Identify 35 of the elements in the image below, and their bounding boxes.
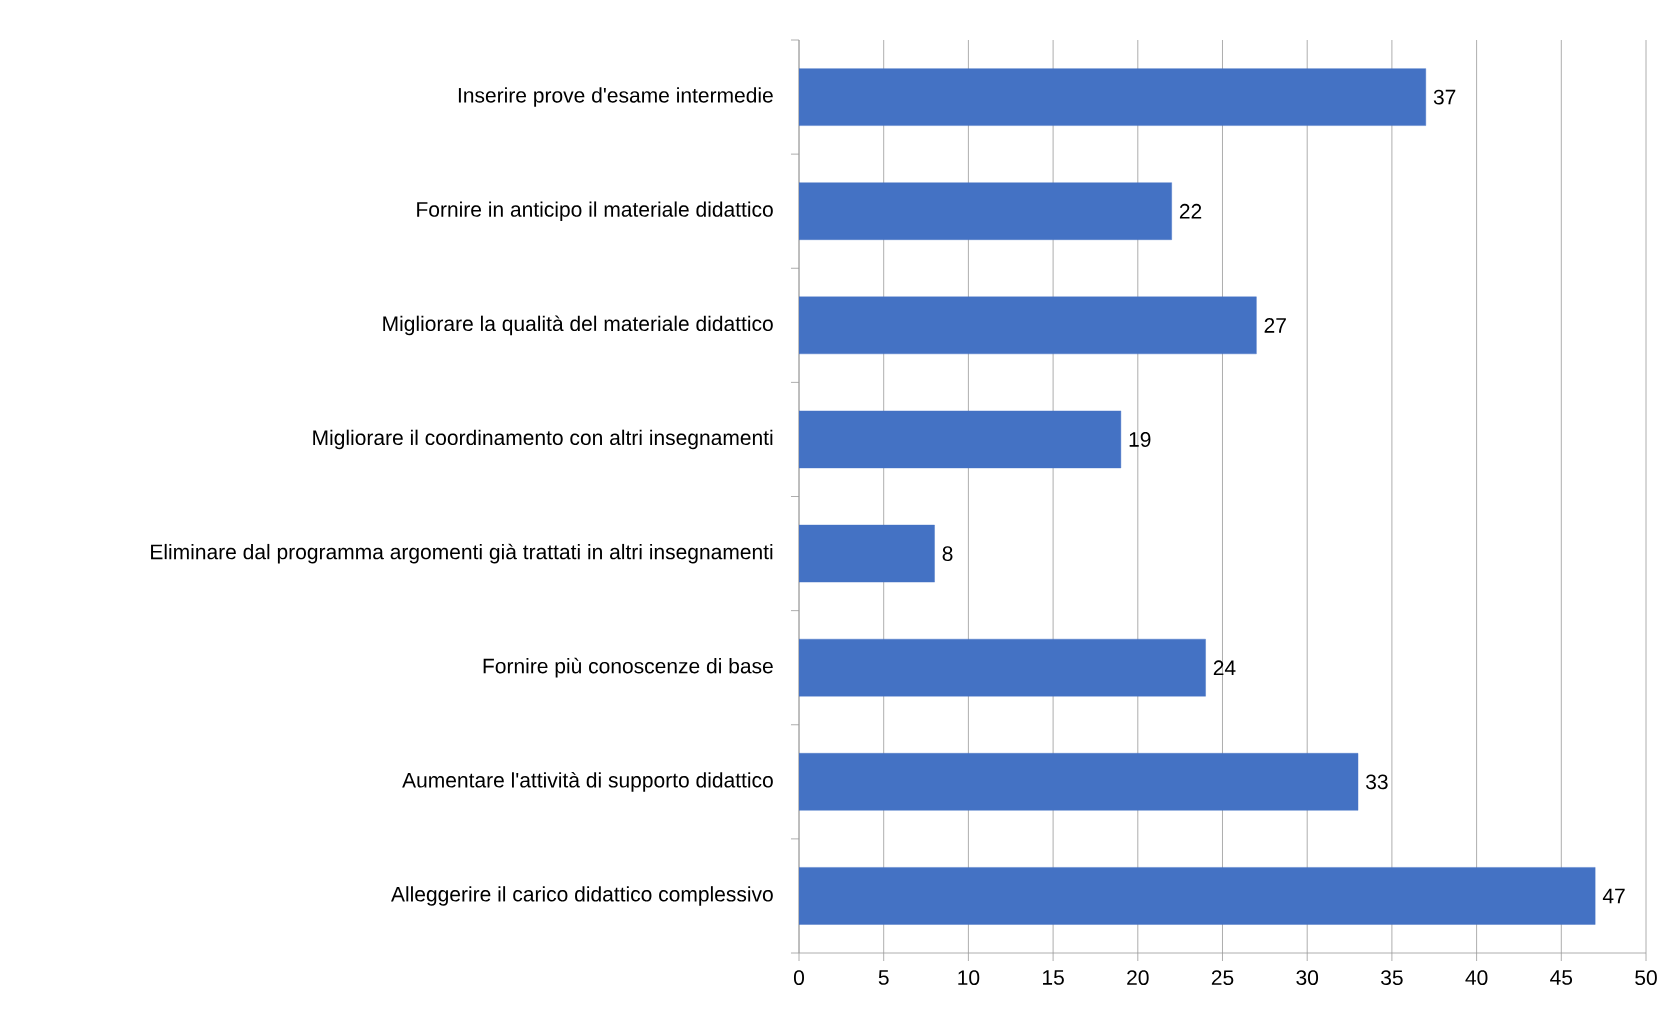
y-tick-label: Migliorare il coordinamento con altri insegnamenti — [313, 429, 773, 450]
bar — [799, 68, 1426, 126]
y-tick-label: Aumentare l'attività di supporto didattico — [402, 771, 773, 792]
data-label: 19 — [1129, 432, 1151, 447]
data-label: 22 — [1179, 203, 1202, 219]
bar — [799, 296, 1257, 355]
y-tick-label: Fornire più conoscenze di base — [483, 657, 773, 678]
x-tick-label: 50 — [1635, 970, 1657, 986]
data-label: 27 — [1264, 317, 1286, 333]
bar — [799, 753, 1359, 811]
data-label: 37 — [1433, 89, 1456, 105]
x-tick-label: 25 — [1211, 970, 1234, 986]
data-label: 33 — [1366, 774, 1388, 790]
bar — [799, 524, 935, 583]
x-tick-label: 45 — [1550, 970, 1573, 985]
bar — [799, 182, 1172, 240]
x-tick-label: 0 — [793, 970, 805, 986]
y-tick-label: Fornire in anticipo il materiale didattico — [417, 201, 773, 221]
x-tick-label: 30 — [1296, 970, 1319, 986]
y-tick-label: Inserire prove d'esame intermedie — [458, 87, 773, 107]
bar — [799, 410, 1122, 469]
bar — [799, 638, 1206, 697]
data-label: 8 — [942, 546, 953, 562]
x-tick-label: 15 — [1043, 970, 1064, 985]
x-tick-label: 20 — [1127, 970, 1149, 986]
data-label: 47 — [1602, 888, 1625, 904]
y-tick-label: Migliorare la qualità del materiale didattico — [383, 315, 773, 336]
x-tick-label: 35 — [1381, 970, 1403, 986]
x-tick-label: 40 — [1465, 970, 1488, 986]
x-tick-label: 5 — [878, 970, 889, 985]
y-tick-label: Alleggerire il carico didattico complessivo — [391, 886, 773, 906]
y-tick-label: Eliminare dal programma argomenti già trattati in altri insegnamenti — [151, 543, 773, 564]
x-tick-label: 10 — [958, 970, 980, 986]
bar — [799, 867, 1596, 925]
data-label: 24 — [1213, 660, 1236, 676]
